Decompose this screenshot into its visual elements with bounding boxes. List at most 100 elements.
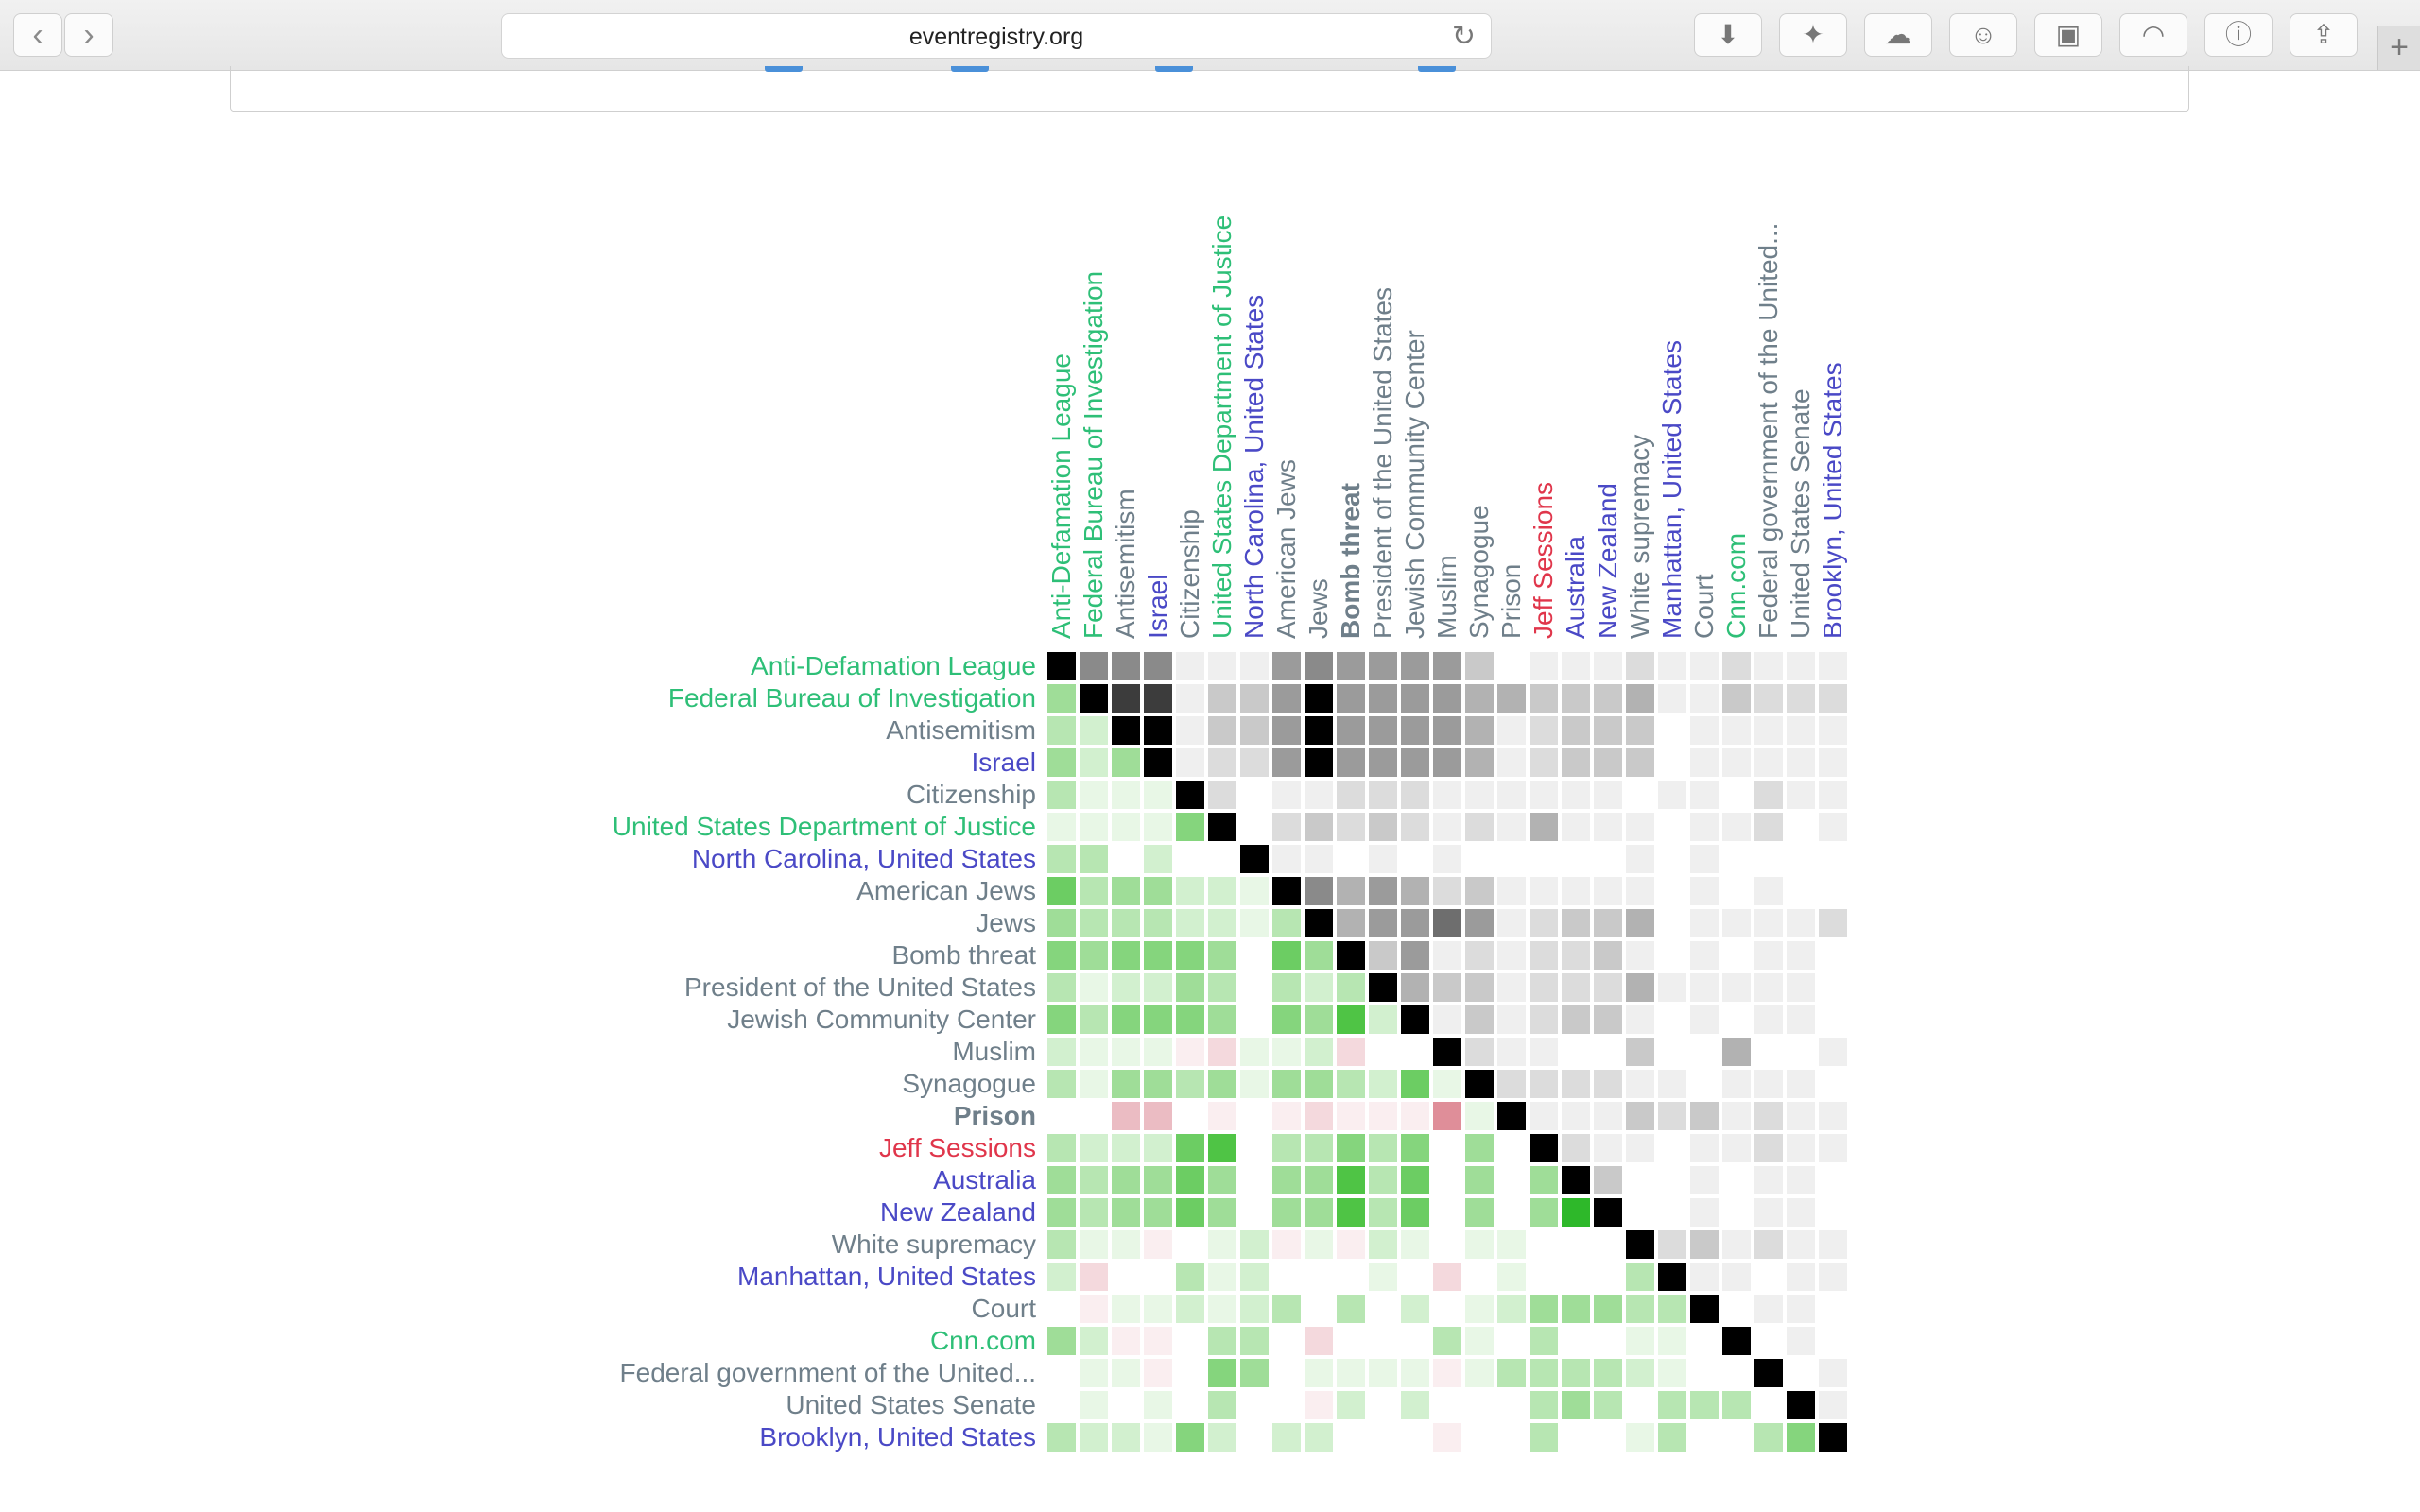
matrix-cell-lower[interactable] <box>1335 1228 1367 1261</box>
matrix-cell-upper[interactable] <box>1817 779 1849 811</box>
matrix-cell-lower[interactable] <box>1592 1293 1624 1325</box>
matrix-cell-lower[interactable] <box>1046 1228 1078 1261</box>
matrix-cell-upper[interactable] <box>1720 1293 1753 1325</box>
column-label[interactable]: North Carolina, United States <box>1239 294 1269 639</box>
matrix-cell-lower[interactable] <box>1303 1036 1335 1068</box>
matrix-cell-upper[interactable] <box>1399 875 1431 907</box>
matrix-cell-upper[interactable] <box>1656 1004 1688 1036</box>
matrix-cell-diagonal[interactable] <box>1495 1100 1528 1132</box>
matrix-cell-lower[interactable] <box>1174 1421 1206 1453</box>
matrix-cell-lower[interactable] <box>1270 1389 1303 1421</box>
matrix-cell-lower[interactable] <box>1238 1004 1270 1036</box>
matrix-cell-lower[interactable] <box>1367 1293 1399 1325</box>
matrix-cell-lower[interactable] <box>1174 1389 1206 1421</box>
matrix-cell-upper[interactable] <box>1720 1261 1753 1293</box>
matrix-cell-lower[interactable] <box>1399 1261 1431 1293</box>
matrix-cell-lower[interactable] <box>1142 1293 1174 1325</box>
matrix-cell-lower[interactable] <box>1624 1293 1656 1325</box>
row-label[interactable]: United States Senate <box>786 1390 1036 1419</box>
matrix-cell-upper[interactable] <box>1495 1004 1528 1036</box>
matrix-cell-upper[interactable] <box>1270 843 1303 875</box>
matrix-cell-upper[interactable] <box>1528 1004 1560 1036</box>
matrix-cell-lower[interactable] <box>1110 1357 1142 1389</box>
matrix-cell-lower[interactable] <box>1495 1228 1528 1261</box>
column-label[interactable]: Court <box>1689 574 1719 639</box>
matrix-cell-upper[interactable] <box>1624 907 1656 939</box>
matrix-cell-lower[interactable] <box>1142 1068 1174 1100</box>
matrix-cell-lower[interactable] <box>1335 1325 1367 1357</box>
matrix-cell-upper[interactable] <box>1753 875 1785 907</box>
matrix-cell-upper[interactable] <box>1720 1004 1753 1036</box>
matrix-cell-upper[interactable] <box>1495 1036 1528 1068</box>
matrix-cell-lower[interactable] <box>1238 1196 1270 1228</box>
matrix-cell-upper[interactable] <box>1528 714 1560 747</box>
matrix-cell-lower[interactable] <box>1624 1357 1656 1389</box>
matrix-cell-lower[interactable] <box>1046 1164 1078 1196</box>
matrix-cell-upper[interactable] <box>1753 1068 1785 1100</box>
matrix-cell-upper[interactable] <box>1592 1036 1624 1068</box>
extension-icon[interactable]: ▣ <box>2034 13 2102 57</box>
matrix-cell-upper[interactable] <box>1785 1228 1817 1261</box>
matrix-cell-lower[interactable] <box>1110 1036 1142 1068</box>
matrix-cell-upper[interactable] <box>1367 747 1399 779</box>
matrix-cell-upper[interactable] <box>1817 1325 1849 1357</box>
matrix-cell-diagonal[interactable] <box>1592 1196 1624 1228</box>
matrix-cell-upper[interactable] <box>1656 1196 1688 1228</box>
matrix-cell-upper[interactable] <box>1656 1164 1688 1196</box>
matrix-cell-upper[interactable] <box>1495 714 1528 747</box>
matrix-cell-upper[interactable] <box>1495 682 1528 714</box>
matrix-cell-upper[interactable] <box>1560 1004 1592 1036</box>
matrix-cell-lower[interactable] <box>1270 1421 1303 1453</box>
matrix-cell-lower[interactable] <box>1206 907 1238 939</box>
matrix-cell-lower[interactable] <box>1142 779 1174 811</box>
matrix-cell-lower[interactable] <box>1110 1325 1142 1357</box>
matrix-cell-upper[interactable] <box>1688 971 1720 1004</box>
matrix-cell-lower[interactable] <box>1335 1132 1367 1164</box>
matrix-cell-upper[interactable] <box>1238 650 1270 682</box>
matrix-cell-upper[interactable] <box>1463 1036 1495 1068</box>
matrix-cell-upper[interactable] <box>1528 682 1560 714</box>
matrix-cell-lower[interactable] <box>1142 1421 1174 1453</box>
back-button[interactable]: ‹ <box>13 13 62 57</box>
matrix-cell-diagonal[interactable] <box>1303 907 1335 939</box>
row-label[interactable]: Court <box>971 1294 1036 1323</box>
matrix-cell-lower[interactable] <box>1110 1196 1142 1228</box>
matrix-cell-upper[interactable] <box>1785 779 1817 811</box>
matrix-cell-lower[interactable] <box>1528 1357 1560 1389</box>
matrix-cell-lower[interactable] <box>1238 1421 1270 1453</box>
matrix-cell-upper[interactable] <box>1720 650 1753 682</box>
matrix-cell-upper[interactable] <box>1624 875 1656 907</box>
matrix-cell-upper[interactable] <box>1560 1132 1592 1164</box>
matrix-cell-upper[interactable] <box>1817 747 1849 779</box>
matrix-cell-upper[interactable] <box>1656 875 1688 907</box>
matrix-cell-lower[interactable] <box>1560 1389 1592 1421</box>
matrix-cell-upper[interactable] <box>1399 971 1431 1004</box>
matrix-cell-upper[interactable] <box>1785 1261 1817 1293</box>
row-label[interactable]: Australia <box>933 1165 1036 1194</box>
matrix-cell-upper[interactable] <box>1078 650 1110 682</box>
matrix-cell-upper[interactable] <box>1270 811 1303 843</box>
matrix-cell-lower[interactable] <box>1335 1068 1367 1100</box>
matrix-cell-lower[interactable] <box>1142 1164 1174 1196</box>
matrix-cell-upper[interactable] <box>1528 811 1560 843</box>
matrix-cell-upper[interactable] <box>1753 907 1785 939</box>
matrix-cell-lower[interactable] <box>1495 1261 1528 1293</box>
matrix-cell-lower[interactable] <box>1078 875 1110 907</box>
matrix-cell-upper[interactable] <box>1656 1228 1688 1261</box>
matrix-cell-upper[interactable] <box>1431 811 1463 843</box>
matrix-cell-lower[interactable] <box>1399 1357 1431 1389</box>
matrix-cell-upper[interactable] <box>1720 907 1753 939</box>
matrix-cell-lower[interactable] <box>1303 1004 1335 1036</box>
matrix-cell-upper[interactable] <box>1817 875 1849 907</box>
matrix-cell-upper[interactable] <box>1270 779 1303 811</box>
matrix-cell-diagonal[interactable] <box>1720 1325 1753 1357</box>
matrix-cell-lower[interactable] <box>1399 1325 1431 1357</box>
matrix-cell-lower[interactable] <box>1110 939 1142 971</box>
matrix-cell-upper[interactable] <box>1817 1132 1849 1164</box>
matrix-cell-lower[interactable] <box>1270 907 1303 939</box>
matrix-cell-lower[interactable] <box>1238 939 1270 971</box>
matrix-cell-lower[interactable] <box>1270 1196 1303 1228</box>
matrix-cell-upper[interactable] <box>1624 939 1656 971</box>
matrix-cell-lower[interactable] <box>1046 779 1078 811</box>
matrix-cell-lower[interactable] <box>1078 1228 1110 1261</box>
